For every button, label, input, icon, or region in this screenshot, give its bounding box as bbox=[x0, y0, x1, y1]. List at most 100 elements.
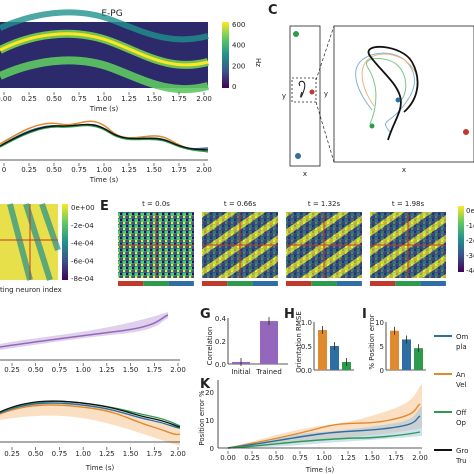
bar-y-tick: 0.2 bbox=[215, 338, 226, 346]
bar bbox=[414, 348, 423, 370]
legend-entry-line2: Tru bbox=[455, 457, 467, 465]
bottom-left-x-tick: 1.00 bbox=[75, 450, 91, 458]
bar bbox=[318, 330, 327, 370]
legend-entry-line2: pla bbox=[456, 343, 467, 351]
panel-k-y-tick: 0 bbox=[210, 445, 214, 453]
bottom-left-x-tick: 1.25 bbox=[99, 450, 115, 458]
colorbar-tick: -1e- bbox=[466, 222, 474, 230]
bottom-left-x-tick: 2.00 bbox=[170, 450, 186, 458]
left-trace-xticks: 0.25 0.50 0.75 1.00 1.25 1.50 1.75 2.00 bbox=[4, 363, 186, 374]
panel-label-g: G bbox=[200, 307, 211, 322]
bottom-left-x-tick: 1.75 bbox=[146, 450, 162, 458]
legend-entry-line2: Vel bbox=[456, 381, 467, 389]
bar-category-label: Initial bbox=[231, 368, 250, 376]
heatmap-x-tick: 0.00 bbox=[0, 95, 12, 103]
colorbar-tick: 0e+00 bbox=[71, 204, 95, 212]
panel-label-e: E bbox=[100, 199, 109, 214]
bar-y-tick: 0.4 bbox=[215, 315, 227, 323]
colorbar-tick: -3e- bbox=[466, 252, 474, 260]
heatmap-x-tick: 0.25 bbox=[21, 95, 37, 103]
panel-i-bars: 0 5 10 bbox=[375, 319, 426, 375]
legend-entry-line1: Om bbox=[456, 333, 469, 341]
panel-k-ylabel: Position error % bbox=[198, 390, 206, 446]
panel-k-x-tick: 0.50 bbox=[268, 454, 284, 462]
legend: Om pla An Vel Off Op Gro Tru bbox=[434, 333, 469, 465]
bar bbox=[390, 330, 399, 370]
trace-x-tick: 0.50 bbox=[46, 166, 62, 174]
trace-x-tick: 1.75 bbox=[171, 166, 187, 174]
top-heatmap: E-PG 0.00 0.25 0.50 0.75 1.00 1.25 1.50 1.75 2.0… bbox=[0, 9, 262, 113]
bar-y-tick: 0.0 bbox=[215, 361, 226, 369]
panel-k-x-tick: 1.00 bbox=[316, 454, 332, 462]
arena-zoom-ylabel: y bbox=[324, 90, 328, 98]
heatmap-colorbar-ticks: 600 400 200 0 bbox=[232, 21, 245, 91]
trace-x-tick: 0.75 bbox=[71, 166, 87, 174]
panel-h-rmse: H Orientation RMSE 0.0 0.5 1.0 bbox=[284, 307, 354, 375]
colorbar-tick: -8e-04 bbox=[71, 275, 94, 283]
panel-e-frame-title: t = 0.66s bbox=[224, 200, 257, 208]
panel-e-snapshots: E t = 0.0s t = 0.66s t = 1.32s t = 1.98s 0e… bbox=[100, 199, 474, 286]
bar bbox=[402, 339, 411, 370]
arena-zoom-xlabel: x bbox=[402, 166, 406, 174]
bar bbox=[260, 321, 278, 364]
panel-k-x-tick: 0.00 bbox=[220, 454, 236, 462]
panel-g-correlation: G Correlation 0.0 0.2 0.4 Initial Trained bbox=[200, 307, 288, 376]
panel-k-x-tick: 2.00 bbox=[412, 454, 428, 462]
panel-k-xlabel: Time (s) bbox=[305, 466, 335, 474]
panel-g-bars: 0.0 0.2 0.4 Initial Trained bbox=[215, 315, 288, 376]
colorbar-tick: -4e- bbox=[466, 267, 474, 275]
colorbar-tick: -2e- bbox=[466, 237, 474, 245]
panel-k-x-tick: 0.25 bbox=[244, 454, 260, 462]
panel-k-x-tick: 0.75 bbox=[292, 454, 308, 462]
heatmap-colorbar bbox=[222, 22, 229, 88]
trace-x-tick: 0 bbox=[2, 166, 6, 174]
top-trace-plot: 0 0.25 0.50 0.75 1.00 1.25 1.50 1.75 2.00 Time (… bbox=[0, 120, 212, 184]
heatmap-x-tick: 1.25 bbox=[121, 95, 137, 103]
left-trace-x-tick: 0.75 bbox=[52, 366, 68, 374]
trace-x-tick: 2.00 bbox=[196, 166, 212, 174]
panel-k-x-tick: 1.75 bbox=[388, 454, 404, 462]
panel-k-y-tick: 20 bbox=[205, 389, 214, 397]
panel-label-i: I bbox=[362, 307, 367, 322]
arena-ylabel: y bbox=[282, 92, 286, 100]
left-trace-x-tick: 1.75 bbox=[146, 366, 162, 374]
matrix-xlabel: ting neuron index bbox=[0, 286, 62, 294]
colorbar-tick: -6e-04 bbox=[71, 257, 94, 265]
left-trace-x-tick: 0.50 bbox=[28, 366, 44, 374]
left-weight-matrix: 0e+00 -2e-04 -4e-04 -6e-04 -8e-04 ting neuro… bbox=[0, 203, 95, 294]
heatmap-x-tick: 1.50 bbox=[146, 95, 162, 103]
panel-c-arena: C x y x y bbox=[268, 3, 474, 178]
colorbar-tick: 0 bbox=[232, 83, 236, 91]
panel-label-c: C bbox=[268, 3, 278, 18]
left-trace-x-tick: 0.25 bbox=[4, 366, 20, 374]
panel-k-x-tick: 1.25 bbox=[340, 454, 356, 462]
panel-k-x-tick: 1.50 bbox=[364, 454, 380, 462]
panel-i-position-error: I % Position error 0 5 10 bbox=[362, 307, 426, 375]
arena-xlabel: x bbox=[303, 170, 307, 178]
colorbar-tick: 0e- bbox=[466, 207, 474, 215]
bottom-left-x-tick: 0.75 bbox=[52, 450, 68, 458]
trace-xlabel: Time (s) bbox=[89, 176, 119, 184]
bottom-left-x-tick: 1.50 bbox=[123, 450, 139, 458]
bar-y-tick: 5 bbox=[380, 343, 384, 351]
heatmap-title: E-PG bbox=[101, 9, 122, 19]
panel-g-ylabel: Correlation bbox=[206, 327, 214, 366]
bottom-left-x-tick: 0.50 bbox=[28, 450, 44, 458]
bar-y-tick: 10 bbox=[375, 319, 384, 327]
left-purple-trace: 0.25 0.50 0.75 1.00 1.25 1.50 1.75 2.00 bbox=[0, 312, 186, 374]
colorbar-tick: 200 bbox=[232, 62, 245, 70]
panel-e-frame-title: t = 0.0s bbox=[142, 200, 170, 208]
trace-xticks: 0 0.25 0.50 0.75 1.00 1.25 1.50 1.75 2.00 bbox=[2, 163, 212, 174]
legend-entry-line1: An bbox=[456, 371, 465, 379]
bar-y-tick: 0 bbox=[380, 367, 384, 375]
heatmap-x-tick: 0.75 bbox=[71, 95, 87, 103]
left-trace-x-tick: 2.00 bbox=[170, 366, 186, 374]
panel-e-colorbar-ticks: 0e- -1e- -2e- -3e- -4e- bbox=[466, 207, 474, 275]
colorbar-tick: 600 bbox=[232, 21, 245, 29]
legend-entry-line1: Off bbox=[456, 409, 467, 417]
panel-e-frame-title: t = 1.32s bbox=[308, 200, 341, 208]
legend-entry-line1: Gro bbox=[456, 447, 468, 455]
panel-e-frames: t = 0.0s t = 0.66s t = 1.32s t = 1.98s bbox=[118, 200, 446, 286]
trace-x-tick: 1.00 bbox=[96, 166, 112, 174]
colorbar-tick: -2e-04 bbox=[71, 222, 94, 230]
